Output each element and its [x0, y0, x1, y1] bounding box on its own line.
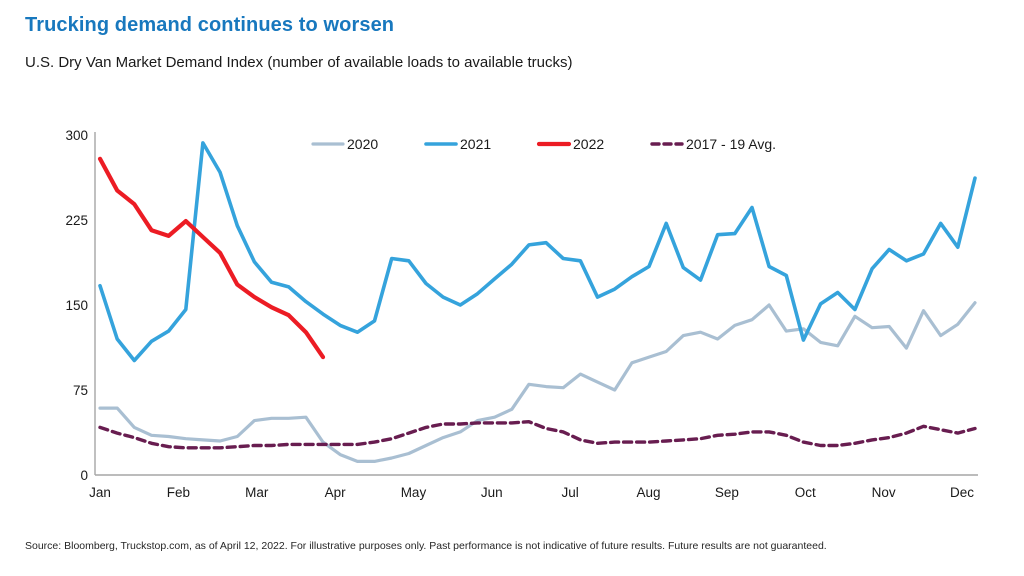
y-axis-tick-300: 300 — [65, 128, 88, 143]
source-note: Source: Bloomberg, Truckstop.com, as of … — [25, 540, 827, 552]
legend-label: 2017 - 19 Avg. — [686, 136, 776, 152]
page-title: Trucking demand continues to worsen — [25, 14, 395, 36]
legend-label: 2020 — [347, 136, 378, 152]
x-axis-tick-jul: Jul — [562, 485, 579, 500]
x-axis-tick-aug: Aug — [637, 485, 661, 500]
x-axis-tick-oct: Oct — [795, 485, 816, 500]
series-line-2022 — [97, 156, 326, 360]
y-axis-tick-225: 225 — [65, 213, 88, 228]
x-axis-tick-dec: Dec — [950, 485, 974, 500]
series-line-2017-19-avg- — [98, 420, 977, 450]
x-axis-tick-feb: Feb — [167, 485, 190, 500]
x-axis-tick-nov: Nov — [872, 485, 896, 500]
x-axis-tick-sep: Sep — [715, 485, 739, 500]
chart-subtitle: U.S. Dry Van Market Demand Index (number… — [25, 54, 573, 71]
legend: 2020 2021 2022 2017 - 19 Avg. — [311, 136, 776, 152]
x-axis-tick-mar: Mar — [245, 485, 269, 500]
legend-item-2017-19-avg-: 2017 - 19 Avg. — [650, 136, 776, 152]
y-axis-tick-150: 150 — [65, 298, 88, 313]
legend-item-2020: 2020 — [311, 136, 378, 152]
x-axis-tick-may: May — [401, 485, 427, 500]
series-line-2020 — [98, 301, 977, 463]
legend-label: 2022 — [573, 136, 604, 152]
y-axis-tick-0: 0 — [80, 468, 88, 483]
legend-item-2022: 2022 — [536, 136, 604, 152]
series-line-2021 — [98, 141, 977, 363]
x-axis-tick-jan: Jan — [89, 485, 111, 500]
x-axis-tick-jun: Jun — [481, 485, 503, 500]
legend-label: 2021 — [460, 136, 491, 152]
x-axis-tick-apr: Apr — [325, 485, 347, 500]
y-axis-tick-75: 75 — [73, 383, 88, 398]
legend-item-2021: 2021 — [424, 136, 491, 152]
